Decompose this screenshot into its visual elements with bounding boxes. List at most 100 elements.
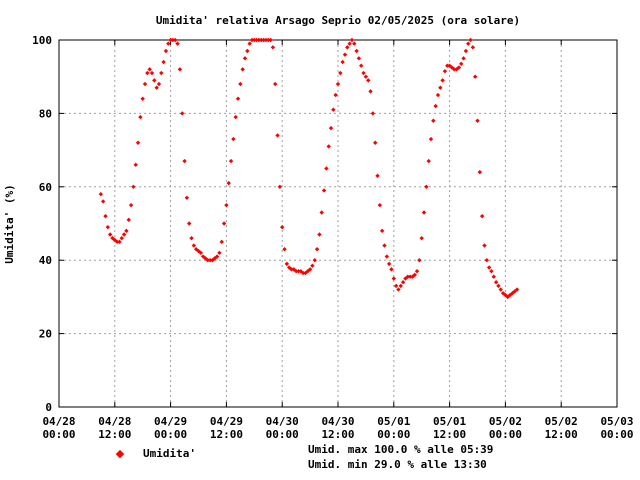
data-point bbox=[168, 37, 173, 43]
data-point bbox=[440, 78, 445, 83]
data-point bbox=[114, 239, 120, 245]
data-point bbox=[261, 37, 266, 43]
data-point bbox=[289, 267, 294, 272]
x-tick-label-date: 04/29 bbox=[210, 415, 243, 428]
data-point bbox=[224, 202, 229, 208]
data-point bbox=[335, 81, 341, 87]
y-tick-label: 40 bbox=[39, 254, 52, 267]
data-point bbox=[312, 258, 317, 263]
data-point bbox=[498, 287, 503, 292]
annotation-min: Umid. min 29.0 % alle 13:30 bbox=[308, 458, 487, 471]
data-point bbox=[170, 37, 176, 43]
data-point bbox=[117, 239, 122, 245]
data-point bbox=[359, 63, 364, 68]
data-point bbox=[428, 136, 434, 142]
x-tick-label-time: 00:00 bbox=[266, 428, 299, 441]
data-point bbox=[147, 67, 152, 72]
data-point bbox=[293, 269, 299, 274]
data-point bbox=[375, 173, 380, 178]
data-point bbox=[152, 78, 157, 83]
data-point bbox=[373, 140, 378, 145]
data-point bbox=[419, 235, 424, 241]
x-tick-label-time: 12:00 bbox=[545, 428, 578, 441]
data-point bbox=[345, 45, 350, 50]
data-point bbox=[221, 221, 227, 226]
data-point bbox=[126, 217, 131, 223]
data-point bbox=[393, 283, 399, 289]
data-point bbox=[259, 37, 264, 43]
data-point bbox=[273, 81, 278, 87]
data-point bbox=[191, 243, 197, 248]
data-point bbox=[214, 254, 220, 259]
grid-lines bbox=[59, 40, 617, 407]
data-point bbox=[98, 191, 104, 197]
data-point bbox=[240, 67, 245, 72]
data-point bbox=[459, 61, 464, 67]
data-point bbox=[414, 269, 420, 274]
data-point bbox=[282, 246, 287, 252]
data-point bbox=[426, 158, 431, 164]
data-point bbox=[131, 184, 136, 189]
data-point bbox=[182, 158, 187, 164]
y-tick-label: 0 bbox=[45, 401, 52, 414]
data-point bbox=[177, 67, 183, 72]
data-point bbox=[138, 114, 143, 120]
data-point bbox=[254, 37, 259, 43]
data-point bbox=[493, 280, 499, 285]
data-point bbox=[205, 258, 210, 263]
data-point bbox=[347, 41, 352, 46]
data-point bbox=[379, 228, 385, 234]
data-point bbox=[121, 232, 127, 237]
data-point bbox=[100, 199, 106, 204]
data-point bbox=[405, 274, 410, 279]
data-point bbox=[135, 140, 141, 145]
legend: ◆ Umidita' bbox=[116, 447, 196, 460]
data-point bbox=[433, 103, 438, 109]
y-tick-label: 20 bbox=[39, 328, 52, 341]
data-point bbox=[314, 246, 320, 252]
x-tick-label-time: 12:00 bbox=[433, 428, 466, 441]
data-point bbox=[207, 258, 213, 263]
data-point bbox=[245, 48, 250, 54]
data-point bbox=[235, 96, 241, 101]
data-points bbox=[98, 37, 520, 300]
data-point bbox=[173, 37, 178, 43]
data-point bbox=[277, 184, 283, 189]
data-point bbox=[256, 37, 262, 43]
data-point bbox=[119, 235, 124, 241]
data-point bbox=[435, 92, 441, 98]
data-point bbox=[233, 114, 238, 120]
x-tick-label-time: 00:00 bbox=[42, 428, 75, 441]
y-axis-label: Umidita' (%) bbox=[3, 184, 16, 263]
data-point bbox=[128, 202, 134, 208]
data-point bbox=[354, 48, 359, 54]
legend-marker-icon: ◆ bbox=[116, 448, 125, 460]
data-point bbox=[389, 267, 394, 272]
data-point bbox=[456, 65, 462, 70]
data-point bbox=[484, 258, 489, 263]
data-point bbox=[140, 96, 145, 101]
data-point bbox=[103, 213, 108, 219]
data-point bbox=[352, 41, 357, 46]
data-point bbox=[331, 107, 336, 112]
data-point bbox=[319, 210, 324, 215]
data-point bbox=[142, 81, 148, 87]
x-tick-label-date: 04/29 bbox=[154, 415, 187, 428]
data-point bbox=[377, 202, 383, 208]
data-point bbox=[307, 267, 313, 272]
data-point bbox=[310, 263, 315, 268]
data-point bbox=[145, 70, 150, 76]
data-point bbox=[384, 254, 390, 259]
data-point bbox=[452, 67, 457, 72]
data-point bbox=[445, 63, 450, 68]
x-tick-label-date: 04/28 bbox=[42, 415, 75, 428]
annotation-max: Umid. max 100.0 % alle 05:39 bbox=[308, 443, 493, 456]
data-point bbox=[326, 144, 331, 149]
data-point bbox=[466, 41, 471, 46]
data-point bbox=[247, 41, 252, 46]
data-point bbox=[463, 48, 469, 54]
data-point bbox=[249, 37, 255, 43]
x-tick-label-date: 04/28 bbox=[98, 415, 131, 428]
data-point bbox=[442, 68, 448, 74]
